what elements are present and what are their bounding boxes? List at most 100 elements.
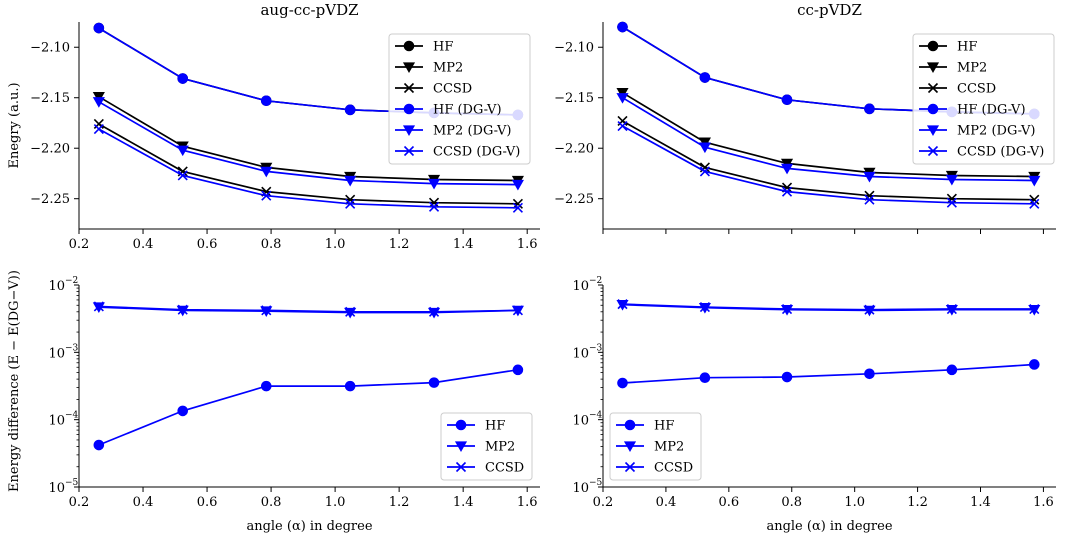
data-point	[946, 193, 957, 204]
data-point	[699, 72, 711, 83]
x-tick-label: 1.4	[970, 495, 991, 510]
x-axis-label: angle (α) in degree	[246, 519, 372, 534]
x-tick-label: 0.2	[593, 495, 614, 510]
data-point	[344, 175, 357, 187]
y-tick-exponent: −4	[589, 411, 603, 421]
panel-1: 0.2 0.4 0.6 0.8 1.0 1.2 1.4 1.6 −2.25 −2.20 −2.15 −…	[7, 1, 540, 252]
data-point	[946, 303, 957, 315]
x-tick-label: 1.4	[453, 495, 474, 510]
legend-marker	[403, 103, 415, 115]
legend-label: HF	[654, 419, 674, 434]
panel-title: aug-cc-pVDZ	[260, 1, 358, 19]
data-point	[781, 186, 793, 197]
x-tick-label: 1.4	[453, 237, 474, 252]
legend-label: CCSD	[654, 461, 693, 476]
data-point	[780, 163, 794, 175]
y-tick-label: 10	[48, 346, 65, 361]
data-point	[344, 380, 356, 392]
legend: HF MP2 CCSD	[609, 412, 702, 481]
x-tick-label: 0.6	[197, 237, 218, 252]
legend-label: CCSD	[485, 461, 524, 476]
data-point	[1029, 198, 1040, 209]
panel-title: cc-pVDZ	[797, 1, 862, 19]
legend-label: HF (DG-V)	[957, 103, 1026, 118]
data-point	[260, 95, 272, 107]
data-point	[428, 197, 440, 208]
data-point	[864, 194, 875, 205]
legend: HF MP2 CCSD HF (DG-V) MP2 (DG-V) CCSD (DG-V)	[388, 33, 531, 165]
data-point	[864, 304, 875, 315]
data-point	[945, 174, 958, 186]
y-tick-label: 10	[572, 279, 589, 294]
y-tick-exponent: −3	[589, 343, 603, 353]
data-point	[344, 104, 356, 116]
series-line	[98, 128, 518, 209]
data-point	[1028, 175, 1041, 187]
x-tick-label: 0.2	[69, 237, 90, 252]
legend-marker	[926, 62, 940, 73]
panel-3: 0.2 0.4 0.6 0.8 1.0 1.2 1.4 1.610−510−410−310−2…	[7, 270, 540, 534]
data-point	[260, 166, 273, 178]
x-tick-label: 1.0	[844, 495, 865, 510]
series-hf	[93, 364, 524, 451]
legend-label: HF	[957, 40, 977, 55]
legend-marker	[624, 461, 636, 473]
data-point	[93, 118, 104, 130]
data-point	[512, 202, 523, 213]
y-tick-label: 10	[572, 481, 589, 496]
x-tick-label: 1.6	[517, 237, 538, 252]
legend-box	[912, 33, 1055, 165]
legend-label: CCSD (DG-V)	[957, 145, 1044, 160]
x-tick-label: 1.2	[907, 495, 928, 510]
legend-marker	[402, 62, 416, 73]
series-mp2-dg-v	[92, 97, 524, 191]
data-point	[864, 368, 875, 380]
y-tick-label: −2.10	[554, 41, 594, 56]
y-tick-label: −2.25	[30, 192, 70, 207]
legend-label: HF	[433, 40, 453, 55]
legend-marker	[403, 82, 415, 94]
legend-label: MP2	[433, 61, 463, 76]
y-tick-label: −2.10	[30, 41, 70, 56]
legend-label: MP2	[957, 61, 987, 76]
data-point	[699, 166, 710, 177]
y-tick-label: 10	[572, 346, 589, 361]
data-point	[428, 201, 440, 212]
y-axis-label: Enegry (a.u.)	[7, 82, 22, 168]
data-point	[93, 22, 105, 34]
x-tick-label: 0.2	[69, 495, 90, 510]
data-point	[699, 372, 711, 384]
series-ccsd	[93, 301, 523, 317]
y-tick-label: −2.20	[554, 142, 594, 157]
x-tick-label: 1.6	[1033, 495, 1054, 510]
data-point	[1029, 303, 1040, 315]
y-tick-label: 10	[48, 414, 65, 429]
x-tick-label: 1.0	[325, 237, 346, 252]
series-mp2	[616, 300, 1041, 317]
x-tick-label: 0.4	[133, 495, 154, 510]
legend-marker	[454, 441, 468, 452]
data-point	[428, 377, 440, 388]
data-point	[512, 305, 523, 316]
series-line	[622, 363, 1035, 384]
series-ccsd-dg-v	[617, 120, 1040, 209]
legend-label: MP2 (DG-V)	[433, 124, 512, 139]
data-point	[93, 123, 104, 135]
series-line	[98, 95, 518, 182]
x-tick-label: 0.8	[261, 495, 282, 510]
series-line	[98, 368, 519, 446]
legend-label: CCSD	[957, 82, 996, 97]
data-point	[781, 303, 793, 315]
legend: HF MP2 CCSD HF (DG-V) MP2 (DG-V) CCSD (DG-V)	[912, 33, 1055, 165]
series-line	[622, 303, 1035, 311]
legend-marker	[455, 461, 467, 473]
series-line	[98, 123, 518, 205]
y-tick-label: 10	[48, 481, 65, 496]
data-point	[1029, 194, 1040, 205]
legend-marker	[927, 103, 939, 115]
data-point	[345, 306, 356, 317]
panel-4: 0.2 0.4 0.6 0.8 1.0 1.2 1.4 1.610−510−410−310−2…	[572, 276, 1056, 534]
x-tick-label: 1.6	[517, 495, 538, 510]
